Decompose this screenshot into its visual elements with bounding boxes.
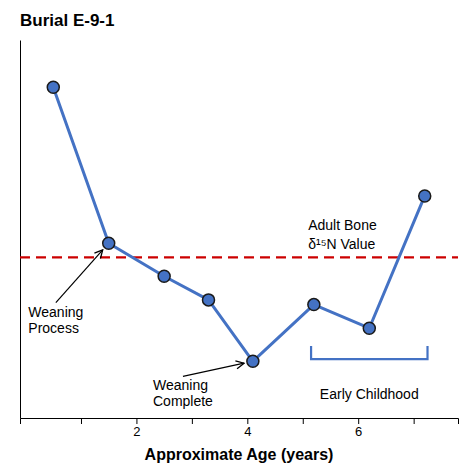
annotation-text: Complete	[153, 393, 213, 409]
span-label: Early Childhood	[320, 386, 419, 402]
x-tick-mark	[414, 418, 415, 424]
chart-container: 246Adult Boneδ¹⁵N ValueWeaningProcessWea…	[0, 0, 474, 474]
y-axis-line	[20, 41, 21, 419]
x-tick: 2	[133, 418, 140, 439]
x-tick-label: 2	[133, 424, 140, 439]
annotation-text: Weaning	[28, 304, 83, 320]
x-axis-line	[21, 419, 459, 425]
data-line	[53, 87, 424, 361]
x-tick	[192, 418, 193, 424]
reference-line-label: Adult Bone	[308, 217, 377, 233]
x-tick: 6	[355, 418, 362, 439]
reference-line-label: δ¹⁵N Value	[308, 236, 375, 252]
x-tick-mark	[303, 418, 304, 424]
annotation-arrow	[183, 363, 244, 376]
data-point	[158, 270, 170, 282]
x-tick: 4	[244, 418, 251, 439]
chart-title: Burial E-9-1	[20, 11, 114, 30]
data-point	[47, 81, 59, 93]
x-tick	[81, 418, 82, 424]
x-tick-mark	[358, 418, 359, 424]
x-tick	[303, 418, 304, 424]
x-tick-mark	[136, 418, 137, 424]
annotations: Adult Boneδ¹⁵N ValueWeaningProcessWeanin…	[28, 217, 418, 409]
data-point	[419, 190, 431, 202]
annotation-text: Process	[28, 320, 79, 336]
x-tick-mark	[81, 418, 82, 424]
x-tick-mark	[247, 418, 248, 424]
data-point	[308, 299, 320, 311]
x-axis-title: Approximate Age (years)	[145, 446, 334, 463]
data-point	[363, 322, 375, 334]
x-axis: 2 4 6	[21, 418, 459, 439]
chart-svg: 246Adult Boneδ¹⁵N ValueWeaningProcessWea…	[0, 0, 474, 474]
annotation-text: Weaning	[153, 377, 208, 393]
x-tick-label: 4	[244, 424, 251, 439]
data-point	[247, 355, 259, 367]
plot-area: 246Adult Boneδ¹⁵N ValueWeaningProcessWea…	[20, 41, 459, 440]
x-tick-label: 6	[355, 424, 362, 439]
reference-line	[20, 256, 458, 258]
x-tick	[414, 418, 415, 424]
y-axis	[20, 41, 21, 419]
x-tick-mark	[192, 418, 193, 424]
span-bracket	[311, 346, 427, 359]
data-point	[203, 294, 215, 306]
annotation-arrow	[56, 250, 103, 303]
data-point	[103, 237, 115, 249]
marks	[20, 81, 458, 367]
